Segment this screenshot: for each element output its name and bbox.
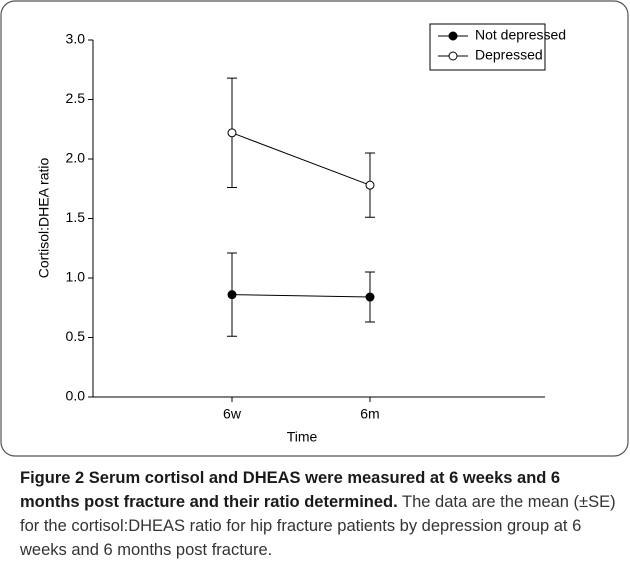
marker — [365, 292, 375, 302]
x-tick-label: 6m — [360, 406, 379, 422]
legend-label: Not depressed — [475, 27, 566, 43]
y-tick-label: 2.5 — [66, 90, 86, 106]
y-tick-label: 2.0 — [66, 150, 86, 166]
marker — [227, 128, 237, 138]
frame — [0, 0, 629, 457]
series-line — [231, 132, 371, 186]
caption: Figure 2 Serum cortisol and DHEAS were m… — [20, 466, 620, 562]
series-line — [231, 294, 371, 298]
marker — [365, 180, 375, 190]
caption-text: The data are the mean (±SE) for the cort… — [20, 493, 616, 559]
legend-marker — [448, 51, 458, 61]
y-tick-label: 0.5 — [66, 328, 86, 344]
x-axis-label: Time — [287, 429, 318, 445]
caption-title: Figure 2 Serum cortisol and DHEAS were m… — [20, 469, 561, 511]
y-axis-label: Cortisol:DHEA ratio — [36, 157, 52, 278]
y-tick-label: 0.0 — [66, 388, 86, 404]
legend-label: Depressed — [475, 47, 543, 63]
legend-box — [429, 23, 546, 71]
y-tick-label: 1.5 — [66, 209, 86, 225]
x-tick-label: 6w — [223, 406, 242, 422]
legend-marker — [448, 31, 458, 41]
y-tick-label: 1.0 — [66, 269, 86, 285]
y-tick-label: 3.0 — [66, 31, 86, 47]
marker — [227, 290, 237, 300]
